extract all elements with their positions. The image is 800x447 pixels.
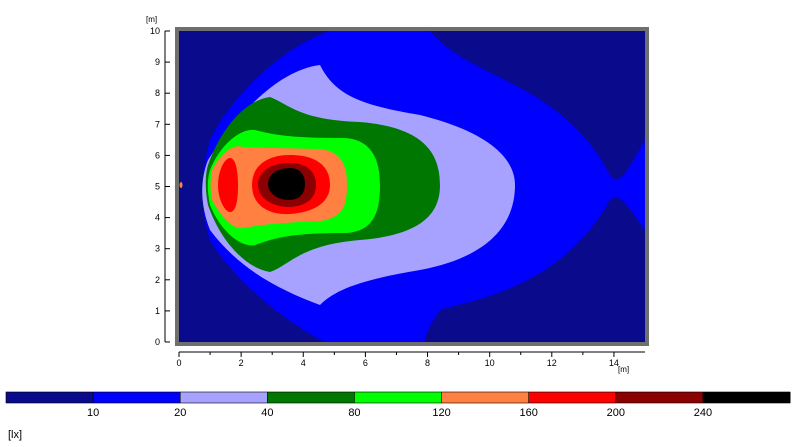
x-tick-label: 14 [609, 358, 619, 368]
y-tick-label: 8 [155, 88, 160, 98]
legend-swatch [93, 392, 181, 403]
legend-threshold-label: 120 [432, 407, 450, 419]
y-tick-label: 10 [150, 26, 160, 36]
y-axis-unit: [m] [146, 15, 157, 24]
x-axis: 0 2 4 6 8 10 12 14 [176, 351, 645, 368]
legend-swatch [615, 392, 704, 403]
y-tick-label: 3 [155, 244, 160, 254]
legend-swatch [6, 392, 94, 403]
contour-bands [202, 31, 645, 342]
legend-swatch [354, 392, 443, 403]
x-tick-label: 12 [547, 358, 557, 368]
legend-threshold-label: 40 [261, 407, 273, 419]
y-tick-label: 2 [155, 275, 160, 285]
legend-swatch [180, 392, 268, 403]
contour-band-160-200-left [218, 158, 238, 212]
y-tick-label: 4 [155, 213, 160, 223]
y-tick-label: 9 [155, 57, 160, 67]
y-tick-label: 7 [155, 119, 160, 129]
legend-swatch [528, 392, 617, 403]
legend-threshold-label: 10 [87, 407, 99, 419]
legend-threshold-label: 80 [348, 407, 360, 419]
x-tick-label: 2 [239, 358, 244, 368]
x-tick-label: 0 [176, 358, 181, 368]
legend-swatch [702, 392, 791, 403]
legend: 10 20 40 80 120 160 200 240 [5, 391, 791, 419]
x-tick-label: 4 [301, 358, 306, 368]
x-axis-unit: [m] [618, 365, 629, 374]
y-tick-label: 6 [155, 150, 160, 160]
y-tick-label: 0 [155, 337, 160, 347]
y-tick-label: 1 [155, 306, 160, 316]
x-tick-label: 10 [485, 358, 495, 368]
luminaire-marker [179, 182, 183, 188]
legend-threshold-label: 160 [519, 407, 537, 419]
y-axis: 0 1 2 3 4 5 6 7 8 9 10 [150, 26, 170, 347]
y-tick-label: 5 [155, 182, 160, 192]
legend-threshold-label: 200 [607, 407, 625, 419]
legend-swatch [441, 392, 530, 403]
legend-threshold-label: 20 [174, 407, 186, 419]
legend-unit: [lx] [8, 429, 22, 441]
legend-outline [5, 391, 791, 404]
legend-swatch [267, 392, 355, 403]
legend-threshold-label: 240 [694, 407, 712, 419]
contour-band-above-240 [268, 168, 305, 200]
x-tick-label: 8 [425, 358, 430, 368]
x-tick-label: 6 [363, 358, 368, 368]
